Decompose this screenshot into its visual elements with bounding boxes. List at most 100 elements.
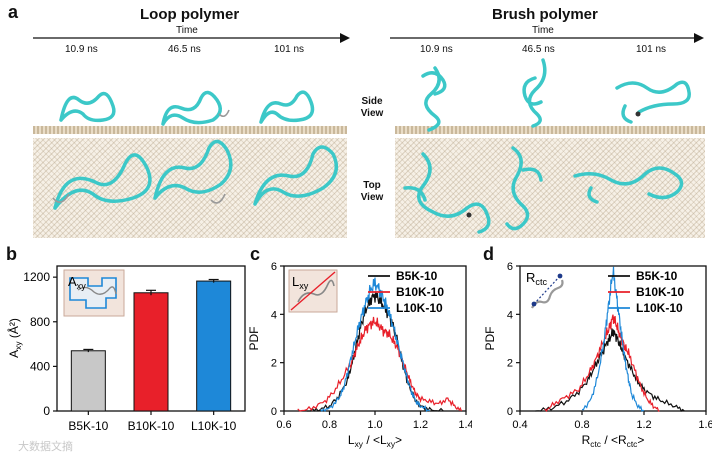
chart-d-y-tick-label-0: 0 [507,406,513,418]
lxy-inset-label-part-0: L [292,274,299,289]
bar-chart-ylabel-part-0: A [7,350,21,358]
chart-d-xlabel-part-4: > [637,433,644,447]
chart-d-ylabel-part-0: PDF [483,327,497,351]
chart-d-y-tick-label-2: 4 [507,309,513,321]
loop-time-3: 101 ns [274,44,305,55]
x-tick-label-0: B5K-10 [68,419,108,433]
bar-chart-ylabel-part-1: xy [13,341,23,350]
brush-simulation-image [395,58,705,238]
time-arrows [33,33,704,43]
y-tick-label-1: 400 [30,359,50,373]
chart-c-x-tick-label-4: 1.4 [458,419,472,431]
rctc-inset-chain [531,279,564,309]
loop-time-1: 10.9 ns [65,44,98,55]
rctc-inset: Rctc [526,270,564,309]
chart-d-xlabel-part-2: / <R [601,433,627,447]
rctc-inset-end-2 [557,273,563,279]
chart-d-y-tick-label-1: 2 [507,358,513,370]
chart-c-xlabel-part-1: xy [355,439,364,449]
chart-d-x-tick-label-0: 0.4 [512,419,527,431]
axy-inset-chain [77,286,117,295]
chart-c-legend-label-0: B5K-10 [396,269,438,283]
chart-c-y-tick-label-2: 4 [271,309,277,321]
axy-inset-label: Axy [68,274,86,291]
brush-anchor-1 [635,111,641,117]
chart-d-frame [519,265,707,412]
x-tick-label-2: L10K-10 [191,419,237,433]
brush-time-1: 10.9 ns [420,44,453,55]
side-view-line2: View [360,108,384,119]
chart-c-xlabel-part-2: / <L [363,433,387,447]
rctc-inset-label-part-1: ctc [535,277,547,287]
axy-inset-label-part-1: xy [77,281,87,291]
rctc-inset-label-part-0: R [526,270,535,285]
loop-polymer-title: Loop polymer [140,6,240,23]
axy-inset-label-part-0: A [68,274,77,289]
chart-c-x-tick-label-3: 1.2 [413,419,428,431]
y-tick-label-0: 0 [43,404,50,418]
chart-d-xlabel-part-3: ctc [627,439,638,449]
panel-b-letter: b [6,244,17,264]
loop-time-2: 46.5 ns [168,44,201,55]
brush-top-surface [395,138,705,238]
brush-anchor-2 [466,212,472,218]
chart-c-y-tick-label-3: 6 [271,261,277,273]
chart-c-xlabel: Lxy / <Lxy> [348,433,402,449]
loop-polymer-chains [52,90,339,210]
brush-polymer-chains [403,58,691,234]
chart-d-xlabel-part-1: ctc [590,439,601,449]
chart-d-legend-label-2: L10K-10 [636,301,683,315]
brush-polymer-title: Brush polymer [492,6,598,23]
chart-c-x-tick-label-0: 0.6 [276,419,291,431]
line-chart-lxy-pdf: 0.6 0.8 1.0 1.2 1.4 0 2 4 6 B5K-10 B10K-10 L10K-10 P… [247,261,472,449]
chart-d-series-L10K-10 [581,266,645,412]
chart-c-x-tick-label-2: 1.0 [367,419,382,431]
brush-time-2: 46.5 ns [522,44,555,55]
chart-c-ylabel: PDF [247,327,261,351]
loop-top-surface [33,138,347,238]
chart-c-y-tick-label-1: 2 [271,358,277,370]
chart-c-legend-label-2: L10K-10 [396,301,443,315]
chart-d-x-tick-label-3: 1.6 [698,419,712,431]
lxy-inset-label-part-1: xy [299,281,309,291]
loop-time-arrow-head [340,33,350,43]
chart-c-xlabel-part-3: xy [387,439,396,449]
chart-d-x-tick-label-2: 1.2 [636,419,651,431]
chart-d-x-tick-label-1: 0.8 [574,419,589,431]
chart-c-series-B10K-10 [297,316,462,412]
chart-d-ylabel: PDF [483,327,497,351]
bar-chart-ylabel: Axy (Å²) [6,318,23,358]
rctc-inset-end-1 [531,301,537,307]
lxy-inset-diagonal [290,271,336,311]
side-view-label: Side View [352,96,392,120]
loop-side-surface [33,126,347,134]
brush-side-surface [395,126,705,134]
panel-c-letter: c [250,244,261,264]
bar-B10K-10 [133,292,169,412]
x-tick-label-1: B10K-10 [128,419,175,433]
lxy-inset-label: Lxy [292,274,309,291]
top-view-line1: Top [363,180,381,191]
chart-d-xlabel-part-0: R [582,433,591,447]
brush-time-arrow-head [694,33,704,43]
brush-time-label: Time [532,25,554,36]
chart-c-xlabel-part-4: > [395,433,402,447]
watermark-text: 大数据文摘 [18,441,73,453]
axy-inset-shape [69,277,117,309]
side-view-line1: Side [361,96,383,107]
y-tick-label-3: 1200 [23,270,50,284]
chart-c-legend-label-1: B10K-10 [396,285,444,299]
top-view-line2: View [360,192,384,203]
lxy-inset-chain [297,279,335,303]
chart-d-series-B5K-10 [535,328,685,413]
chart-c-series-L10K-10 [319,277,430,413]
lxy-inset: Lxy [288,269,338,313]
top-view-label: Top View [352,180,392,204]
panel-d-letter: d [483,244,494,264]
line-chart-rctc-pdf: 0.4 0.8 1.2 1.6 0 2 4 6 B5K-10 B10K-10 L10K-10 PDF R… [483,261,712,449]
bar-B5K-10 [70,350,106,412]
chart-d-series-B10K-10 [544,314,660,413]
chart-d-xlabel: Rctc / <Rctc> [582,433,645,449]
panel-a-letter: a [8,2,19,22]
